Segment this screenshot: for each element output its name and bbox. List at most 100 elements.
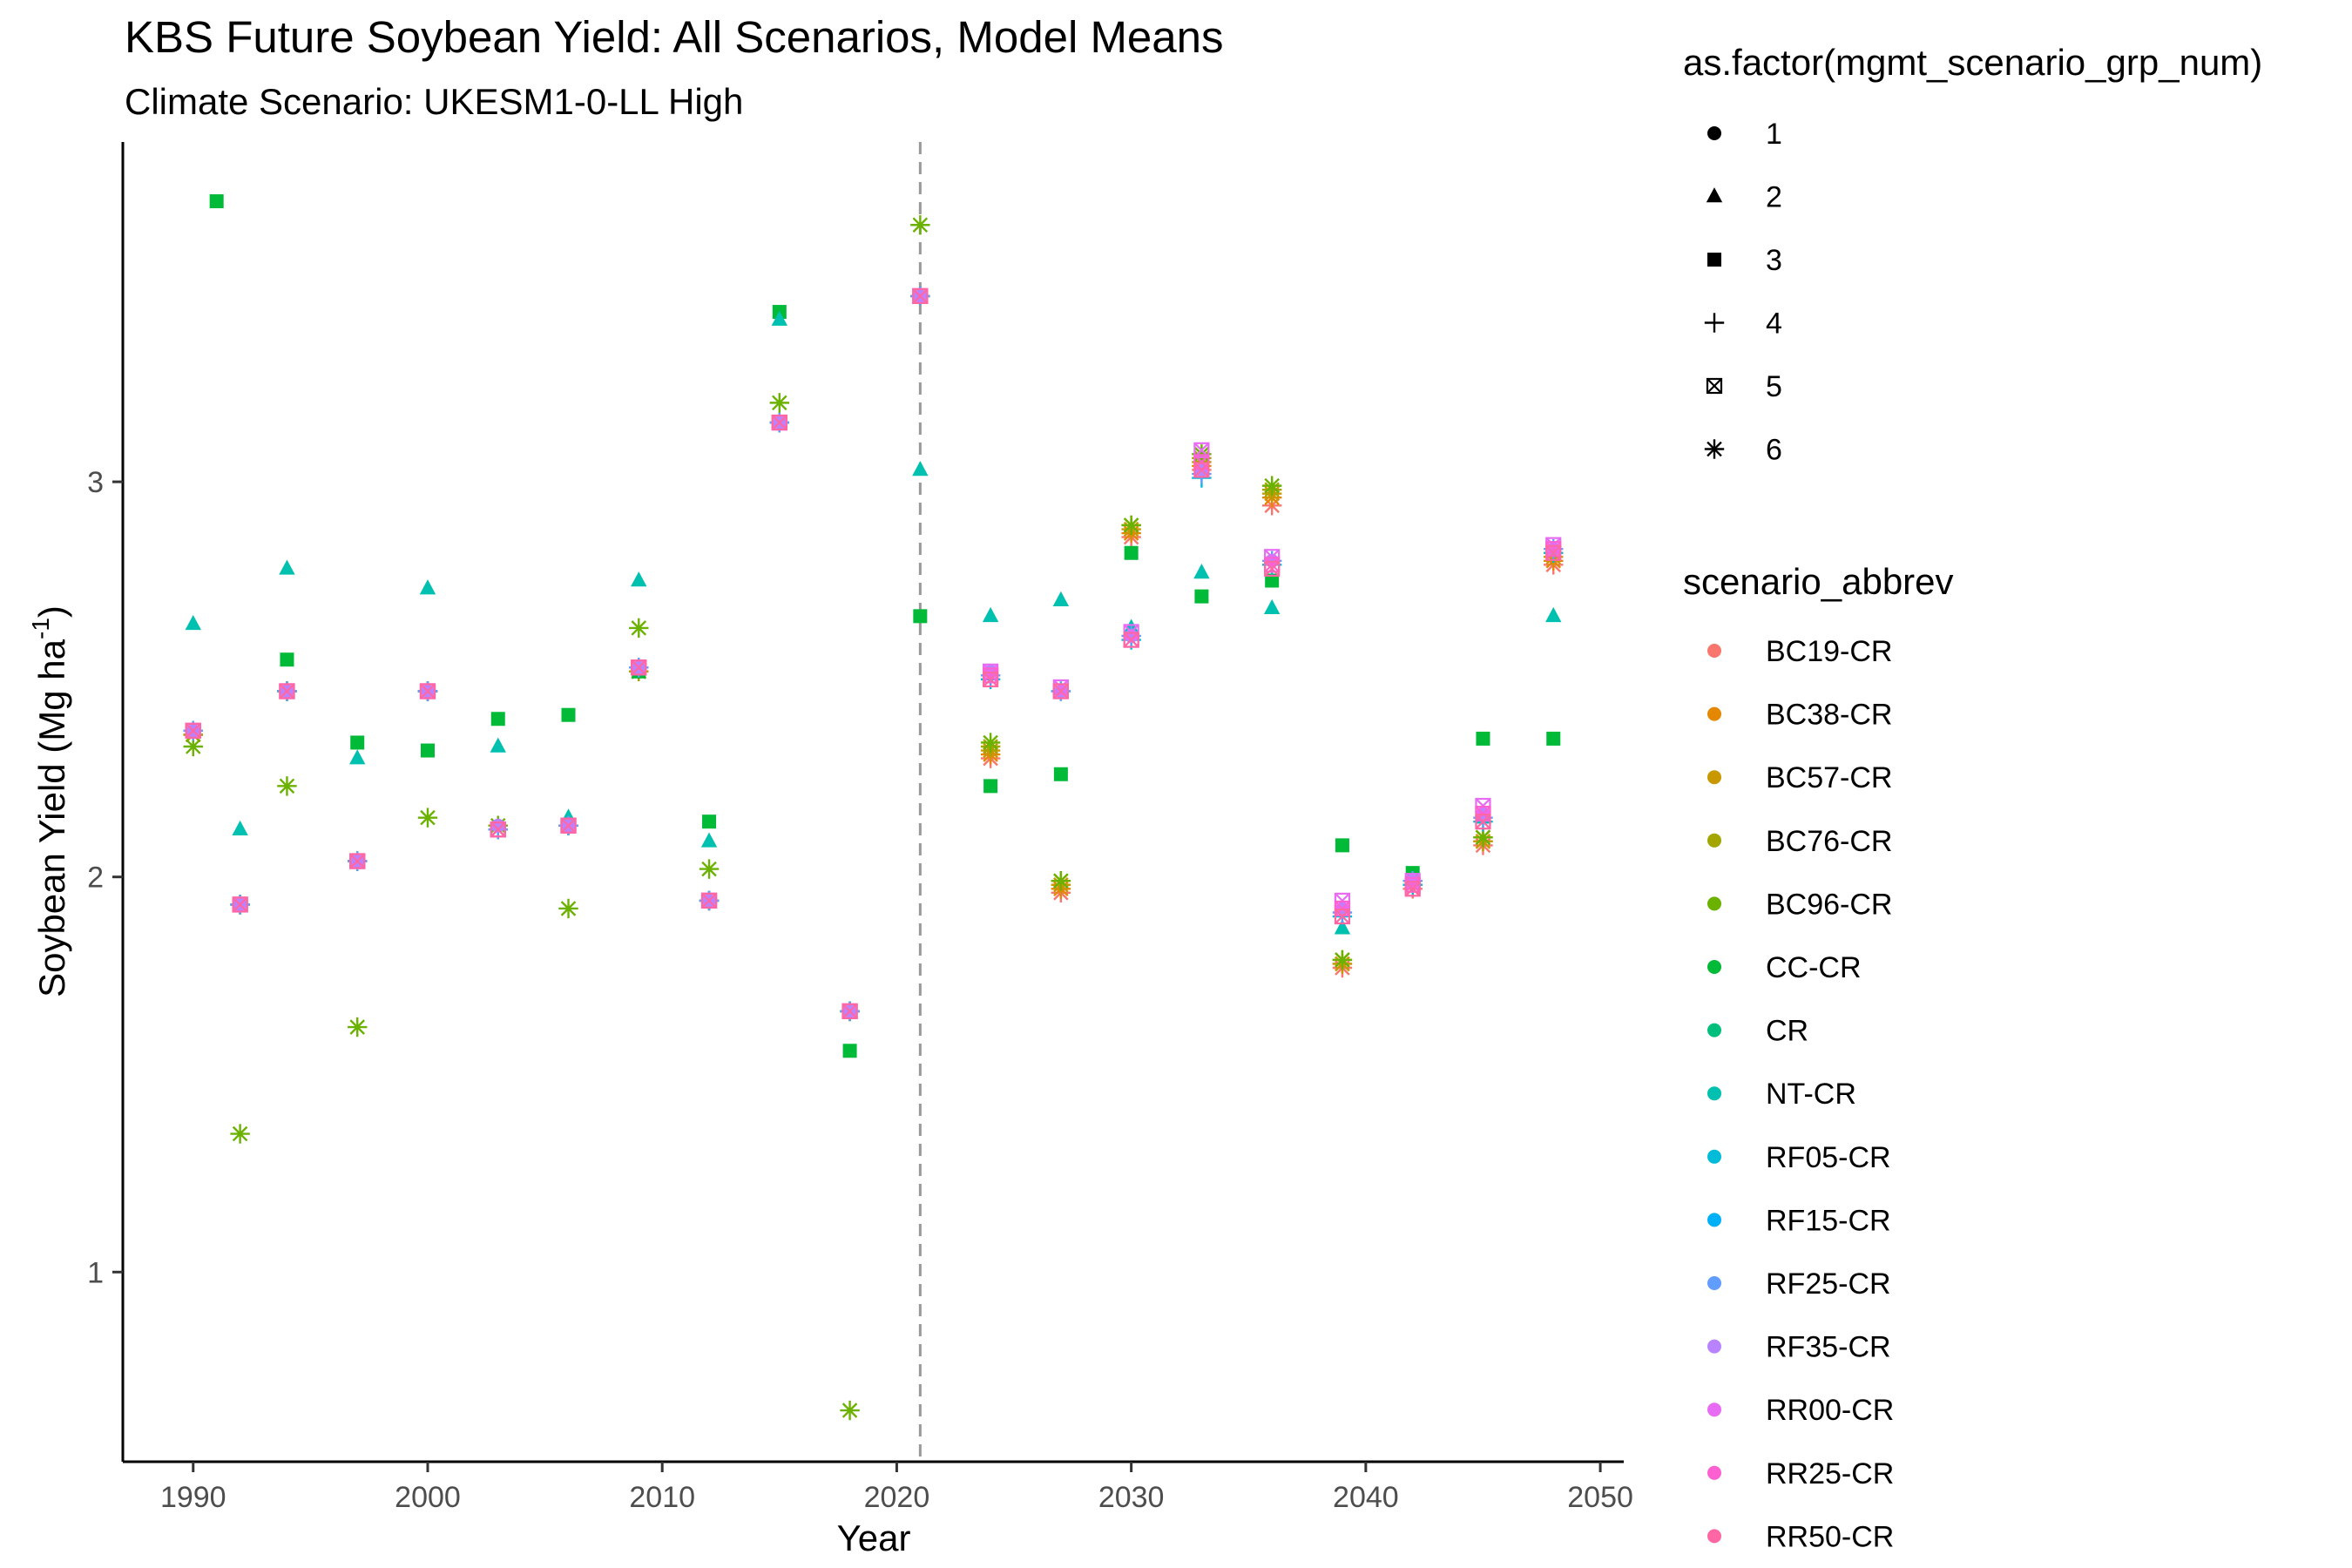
data-point [1051, 871, 1071, 891]
data-point [490, 712, 505, 727]
color-legend-label: RR25-CR [1766, 1457, 1894, 1490]
data-point [912, 461, 929, 476]
x-tick-label: 2050 [1567, 1481, 1633, 1514]
y-axis-title-suffix: ) [31, 605, 72, 618]
color-legend-label: RR00-CR [1766, 1394, 1894, 1427]
color-legend-label: RF35-CR [1766, 1331, 1891, 1364]
series-rr25-cr [185, 287, 1562, 1020]
data-point [631, 659, 647, 676]
data-point [1052, 591, 1070, 606]
data-point [1053, 767, 1068, 781]
color-legend-title: scenario_abbrev [1683, 561, 1954, 602]
shape-legend-label: 2 [1766, 181, 1782, 214]
color-legend-label: RF15-CR [1766, 1204, 1891, 1237]
x-ticks: 1990 2000 2010 2020 2030 2040 2050 [160, 1462, 1633, 1514]
color-legend-label: NT-CR [1766, 1078, 1856, 1111]
legend-key-shape-4 [1704, 313, 1725, 333]
y-tick-label: 3 [87, 466, 104, 499]
data-point [185, 614, 201, 631]
color-legend: BC19-CR BC38-CR BC57-CR BC76-CR BC96-CR CC-CR… [1707, 635, 1894, 1553]
series-rf35-cr [186, 288, 1561, 1018]
color-legend-label: BC19-CR [1766, 635, 1892, 668]
series-bc76-cr [183, 286, 1564, 1022]
data-point [277, 776, 297, 796]
legend-key-color [1707, 1023, 1721, 1037]
data-point [348, 1017, 368, 1037]
shape-legend: 1 2 3 4 5 6 [1704, 118, 1782, 467]
x-tick-label: 2030 [1098, 1481, 1165, 1514]
data-point [1404, 881, 1421, 897]
legend-key-shape-1 [1707, 126, 1721, 140]
data-point [1476, 731, 1490, 746]
legend-key-color [1707, 833, 1721, 848]
data-point [771, 414, 787, 431]
color-legend-label: CC-CR [1766, 951, 1862, 984]
data-point [840, 1400, 860, 1421]
chart-subtitle: Climate Scenario: UKESM1-0-LL High [125, 81, 743, 122]
series-bc38-cr [183, 286, 1564, 1022]
data-point [769, 393, 790, 413]
data-point [1475, 814, 1491, 830]
data-point [1123, 632, 1139, 648]
series-rf25-cr [183, 286, 1564, 1022]
chart-title: KBS Future Soybean Yield: All Scenarios,… [125, 12, 1224, 62]
x-tick-label: 2020 [864, 1481, 930, 1514]
data-point [1124, 545, 1139, 560]
data-point [420, 743, 435, 758]
series-rr50-cr [185, 287, 1562, 1020]
data-point [558, 898, 578, 919]
color-legend-label: RF05-CR [1766, 1141, 1891, 1174]
x-tick-label: 2040 [1333, 1481, 1399, 1514]
legend-key-color [1707, 960, 1721, 974]
series-rf05-cr [183, 286, 1564, 1022]
shape-legend-label: 6 [1766, 434, 1782, 467]
shape-legend-label: 3 [1766, 244, 1782, 277]
data-point [561, 707, 576, 722]
color-legend-label: BC57-CR [1766, 761, 1892, 794]
color-legend-label: BC76-CR [1766, 825, 1892, 858]
data-point [980, 733, 1001, 753]
x-tick-label: 2000 [395, 1481, 461, 1514]
data-point [912, 287, 929, 305]
y-axis-title-main: Soybean Yield (Mg ha [31, 639, 72, 997]
data-point [699, 859, 720, 879]
x-tick-label: 1990 [160, 1481, 226, 1514]
legend-key-color [1707, 1276, 1721, 1290]
legend-key-color [1707, 1339, 1721, 1354]
legend-key-color [1707, 1465, 1721, 1480]
data-point [349, 853, 366, 869]
y-tick-label: 1 [87, 1256, 104, 1289]
data-point [1261, 476, 1282, 496]
data-point [1121, 515, 1141, 536]
legend-key-shape-3 [1707, 253, 1721, 267]
legend-key-color [1707, 896, 1721, 911]
color-legend-label: CR [1766, 1015, 1808, 1048]
data-point [1194, 589, 1209, 604]
data-point [1546, 731, 1561, 746]
shape-legend-title: as.factor(mgmt_scenario_grp_num) [1683, 42, 2262, 83]
data-point [1265, 573, 1280, 588]
data-point [230, 1124, 250, 1144]
data-point [629, 618, 649, 639]
legend-key-color [1707, 770, 1721, 785]
y-ticks: 1 2 3 [87, 466, 123, 1289]
shape-legend-label: 5 [1766, 370, 1782, 403]
data-point [490, 737, 506, 753]
data-point [279, 559, 295, 575]
data-point [232, 820, 248, 836]
legend-key-color [1707, 1529, 1721, 1544]
data-point [983, 671, 999, 687]
data-point [700, 832, 718, 848]
legend-key-shape-5 [1706, 377, 1723, 395]
data-point [417, 808, 438, 828]
data-point [1545, 606, 1562, 623]
data-point [1264, 560, 1281, 577]
series-bc19-cr [183, 286, 1564, 1022]
data-point [1052, 683, 1069, 700]
shape-legend-label: 4 [1766, 308, 1782, 341]
data-point [1193, 462, 1210, 478]
data-point [700, 892, 718, 909]
data-point [280, 652, 294, 667]
color-legend-label: BC96-CR [1766, 888, 1892, 921]
